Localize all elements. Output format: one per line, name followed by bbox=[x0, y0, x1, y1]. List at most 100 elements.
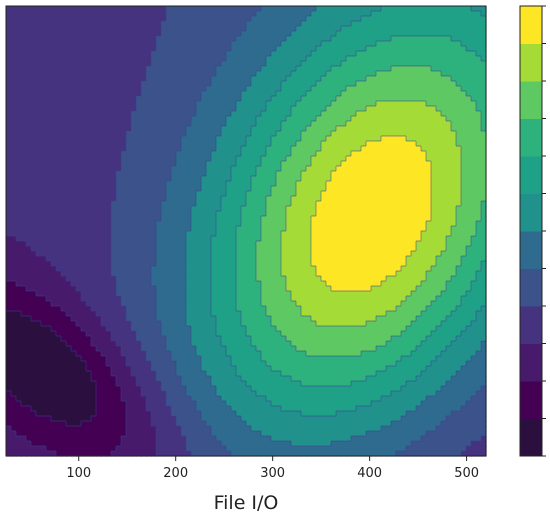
contour-cell bbox=[411, 256, 417, 262]
contour-cell bbox=[461, 131, 467, 137]
contour-cell bbox=[466, 61, 472, 67]
contour-cell bbox=[71, 171, 77, 177]
contour-cell bbox=[186, 256, 192, 262]
contour-cell bbox=[206, 86, 212, 92]
contour-cell bbox=[101, 146, 107, 152]
contour-cell bbox=[306, 26, 312, 32]
contour-cell bbox=[426, 231, 432, 237]
contour-cell bbox=[161, 6, 167, 12]
contour-cell bbox=[166, 146, 172, 152]
contour-cell bbox=[111, 206, 117, 212]
contour-cell bbox=[206, 126, 212, 132]
contour-cell bbox=[436, 206, 442, 212]
contour-cell bbox=[361, 31, 367, 37]
contour-cell bbox=[66, 76, 72, 82]
contour-cell bbox=[251, 256, 257, 262]
contour-cell bbox=[126, 36, 132, 42]
contour-cell bbox=[246, 81, 252, 87]
contour-cell bbox=[36, 251, 42, 257]
contour-cell bbox=[266, 36, 272, 42]
contour-cell bbox=[241, 221, 247, 227]
contour-cell bbox=[231, 31, 237, 37]
contour-cell bbox=[81, 81, 87, 87]
contour-cell bbox=[286, 201, 292, 207]
contour-cell bbox=[311, 126, 317, 132]
contour-cell bbox=[216, 246, 222, 252]
contour-cell bbox=[201, 156, 207, 162]
contour-cell bbox=[101, 161, 107, 167]
contour-cell bbox=[31, 211, 37, 217]
contour-cell bbox=[396, 136, 402, 142]
contour-cell bbox=[256, 11, 262, 17]
contour-cell bbox=[401, 76, 407, 82]
contour-cell bbox=[166, 136, 172, 142]
contour-cell bbox=[481, 166, 487, 172]
contour-cell bbox=[11, 226, 17, 232]
contour-cell bbox=[396, 11, 402, 17]
contour-cell bbox=[106, 211, 112, 217]
contour-cell bbox=[286, 11, 292, 17]
contour-cell bbox=[411, 56, 417, 62]
contour-cell bbox=[6, 41, 12, 47]
contour-cell bbox=[381, 206, 387, 212]
contour-cell bbox=[161, 96, 167, 102]
contour-cell bbox=[401, 96, 407, 102]
contour-cell bbox=[141, 151, 147, 157]
contour-cell bbox=[211, 201, 217, 207]
contour-cell bbox=[361, 176, 367, 182]
contour-cell bbox=[111, 6, 117, 12]
contour-cell bbox=[236, 91, 242, 97]
contour-cell bbox=[186, 11, 192, 17]
contour-cell bbox=[386, 241, 392, 247]
contour-cell bbox=[441, 186, 447, 192]
contour-cell bbox=[396, 241, 402, 247]
contour-cell bbox=[26, 116, 32, 122]
contour-cell bbox=[131, 36, 137, 42]
contour-cell bbox=[211, 166, 217, 172]
contour-cell bbox=[371, 261, 377, 267]
contour-cell bbox=[41, 66, 47, 72]
contour-cell bbox=[441, 256, 447, 262]
contour-cell bbox=[71, 161, 77, 167]
contour-cell bbox=[471, 6, 477, 12]
contour-cell bbox=[181, 16, 187, 22]
contour-cell bbox=[191, 16, 197, 22]
contour-cell bbox=[326, 216, 332, 222]
contour-cell bbox=[151, 76, 157, 82]
contour-cell bbox=[81, 86, 87, 92]
contour-cell bbox=[166, 156, 172, 162]
contour-cell bbox=[371, 246, 377, 252]
contour-cell bbox=[451, 261, 457, 267]
contour-cell bbox=[186, 251, 192, 257]
contour-cell bbox=[471, 66, 477, 72]
contour-cell bbox=[281, 111, 287, 117]
contour-cell bbox=[231, 16, 237, 22]
contour-cell bbox=[186, 91, 192, 97]
contour-cell bbox=[266, 76, 272, 82]
contour-cell bbox=[216, 11, 222, 17]
contour-cell bbox=[46, 181, 52, 187]
contour-cell bbox=[246, 16, 252, 22]
contour-cell bbox=[386, 231, 392, 237]
contour-cell bbox=[426, 76, 432, 82]
contour-cell bbox=[66, 61, 72, 67]
contour-cell bbox=[226, 101, 232, 107]
contour-cell bbox=[61, 101, 67, 107]
contour-cell bbox=[181, 141, 187, 147]
contour-cell bbox=[446, 261, 452, 267]
contour-cell bbox=[221, 201, 227, 207]
contour-cell bbox=[341, 251, 347, 257]
contour-cell bbox=[341, 126, 347, 132]
contour-cell bbox=[41, 176, 47, 182]
contour-cell bbox=[91, 231, 97, 237]
contour-cell bbox=[111, 261, 117, 267]
contour-cell bbox=[366, 191, 372, 197]
contour-cell bbox=[66, 71, 72, 77]
contour-cell bbox=[361, 221, 367, 227]
contour-cell bbox=[351, 56, 357, 62]
contour-cell bbox=[36, 141, 42, 147]
contour-cell bbox=[246, 51, 252, 57]
contour-cell bbox=[471, 46, 477, 52]
contour-cell bbox=[46, 226, 52, 232]
contour-cell bbox=[56, 61, 62, 67]
